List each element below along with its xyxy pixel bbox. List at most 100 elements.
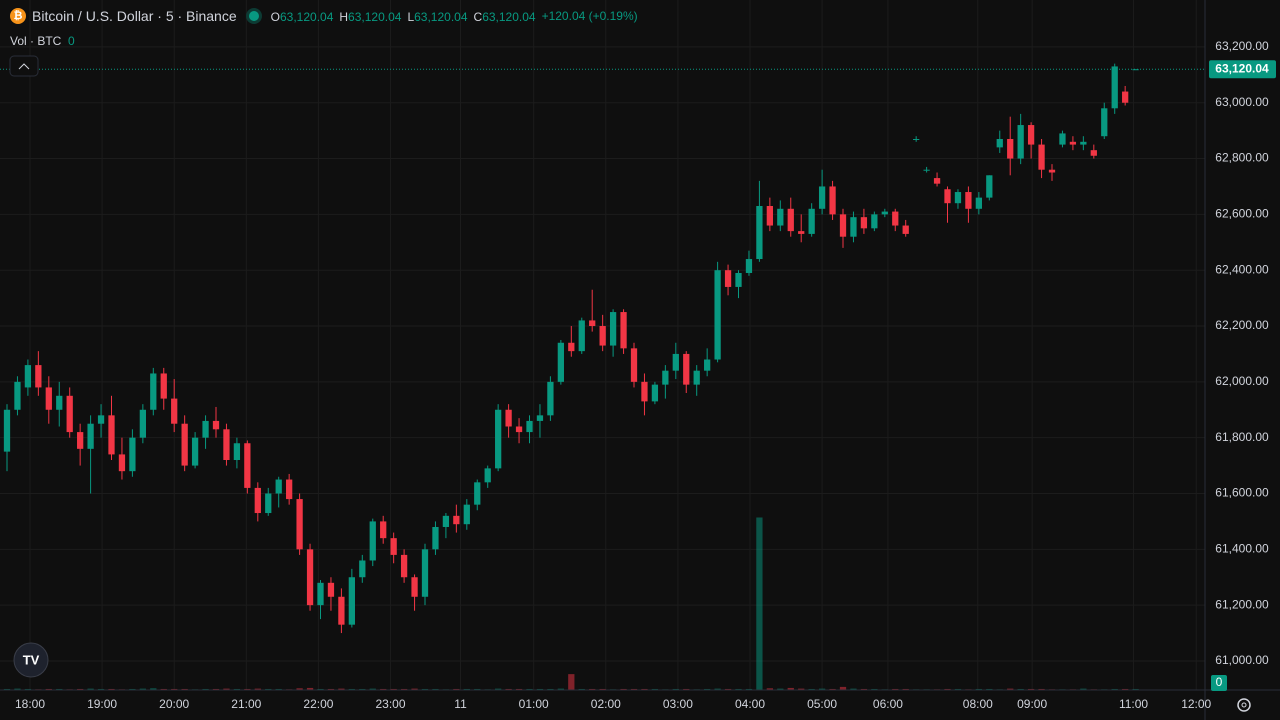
settings-icon bbox=[1241, 702, 1247, 708]
volume-bar bbox=[296, 688, 303, 690]
x-tick-label: 08:00 bbox=[963, 697, 993, 711]
candle-body bbox=[108, 415, 115, 455]
candle-body bbox=[1017, 125, 1024, 159]
candle-body bbox=[902, 225, 909, 234]
candle-body bbox=[463, 504, 470, 525]
collapse-icon bbox=[18, 63, 30, 70]
volume-bar bbox=[495, 688, 502, 690]
candle-body bbox=[641, 381, 648, 402]
candle-body bbox=[568, 342, 575, 352]
collapse-button[interactable] bbox=[9, 55, 39, 77]
x-tick-label: 04:00 bbox=[735, 697, 765, 711]
candle-body bbox=[317, 582, 324, 606]
volume-bar bbox=[306, 687, 314, 690]
candle-body bbox=[495, 409, 502, 469]
volume-bar bbox=[766, 688, 773, 690]
volume-bar bbox=[756, 517, 763, 690]
candle-body bbox=[735, 272, 742, 287]
y-tick-label: 62,600.00 bbox=[1215, 207, 1269, 221]
volume-bar bbox=[975, 688, 982, 690]
candle-body bbox=[714, 270, 721, 360]
volume-bar bbox=[369, 688, 376, 690]
volume-bar bbox=[798, 688, 805, 690]
market-status[interactable] bbox=[248, 11, 259, 21]
candle-body bbox=[829, 186, 836, 215]
candle-body bbox=[1090, 150, 1097, 156]
candle-body bbox=[913, 139, 920, 141]
volume-bar bbox=[641, 688, 648, 690]
volume-bar bbox=[474, 688, 481, 690]
volume-bar bbox=[745, 688, 753, 690]
volume-bar bbox=[160, 688, 167, 690]
volume-bar bbox=[787, 687, 794, 690]
volume-bar bbox=[411, 688, 418, 690]
candle-body bbox=[1069, 141, 1077, 145]
candle-body bbox=[756, 205, 763, 260]
candle-body bbox=[578, 320, 585, 352]
candle-body bbox=[1038, 144, 1045, 170]
candle-body bbox=[453, 515, 460, 525]
candle-body bbox=[620, 312, 627, 349]
x-tick-label: 05:00 bbox=[807, 697, 837, 711]
volume-bar bbox=[463, 688, 470, 690]
candle-body bbox=[202, 420, 209, 438]
candle-body bbox=[66, 395, 73, 433]
candle-body bbox=[965, 192, 972, 209]
candle-body bbox=[369, 521, 376, 561]
candle-body bbox=[693, 370, 700, 385]
volume-bar bbox=[892, 688, 899, 690]
volume-bar bbox=[77, 688, 84, 690]
candle-body bbox=[139, 409, 146, 438]
candle-body bbox=[1027, 125, 1035, 145]
candle-body bbox=[557, 342, 564, 382]
candle-body bbox=[390, 538, 397, 555]
x-tick-label: 22:00 bbox=[303, 697, 333, 711]
volume-bar bbox=[902, 688, 909, 690]
volume-bar bbox=[390, 688, 397, 690]
candle-body bbox=[1101, 108, 1108, 137]
volume-bar bbox=[1080, 688, 1087, 690]
candle-body bbox=[432, 526, 439, 550]
volume-bar bbox=[944, 688, 951, 690]
candle-body bbox=[1132, 69, 1139, 71]
candle-body bbox=[265, 493, 272, 514]
candle-body bbox=[589, 320, 596, 327]
x-tick-label: 06:00 bbox=[873, 697, 903, 711]
volume-bar bbox=[515, 688, 523, 690]
x-tick-label: 09:00 bbox=[1017, 697, 1047, 711]
candle-body bbox=[442, 515, 450, 527]
candle-body bbox=[944, 189, 951, 204]
volume-bar bbox=[1122, 688, 1129, 690]
candle-body bbox=[56, 395, 63, 410]
legend-header: ₿ Bitcoin / U.S. Dollar · 5 · Binance O6… bbox=[10, 8, 638, 24]
volume-bar bbox=[954, 688, 962, 690]
y-tick-label: 61,600.00 bbox=[1215, 486, 1269, 500]
candle-body bbox=[933, 178, 941, 184]
candle-body bbox=[777, 208, 784, 226]
candle-body bbox=[515, 426, 523, 433]
candle-body bbox=[359, 560, 366, 578]
candle-body bbox=[1080, 141, 1087, 145]
tv-logo[interactable] bbox=[13, 642, 49, 678]
y-tick-label: 62,800.00 bbox=[1215, 151, 1269, 165]
candle-body bbox=[724, 270, 732, 287]
volume-bar bbox=[526, 688, 533, 690]
candle-body bbox=[421, 549, 429, 597]
volume-bar bbox=[129, 688, 136, 690]
volume-bar bbox=[233, 688, 241, 690]
candle-body bbox=[35, 365, 42, 388]
candle-body bbox=[400, 554, 408, 578]
candle-body bbox=[505, 409, 512, 427]
candle-body bbox=[787, 208, 794, 232]
volume-bar bbox=[829, 688, 836, 690]
y-tick-label: 61,000.00 bbox=[1215, 653, 1269, 667]
volume-bar bbox=[568, 674, 575, 690]
settings-button[interactable] bbox=[1237, 698, 1251, 712]
candle-body bbox=[881, 211, 888, 215]
volume-tag bbox=[1211, 675, 1227, 691]
candle-body bbox=[766, 205, 773, 226]
volume-legend: Vol · BTC 0 bbox=[10, 34, 75, 48]
volume-bar bbox=[223, 688, 230, 690]
